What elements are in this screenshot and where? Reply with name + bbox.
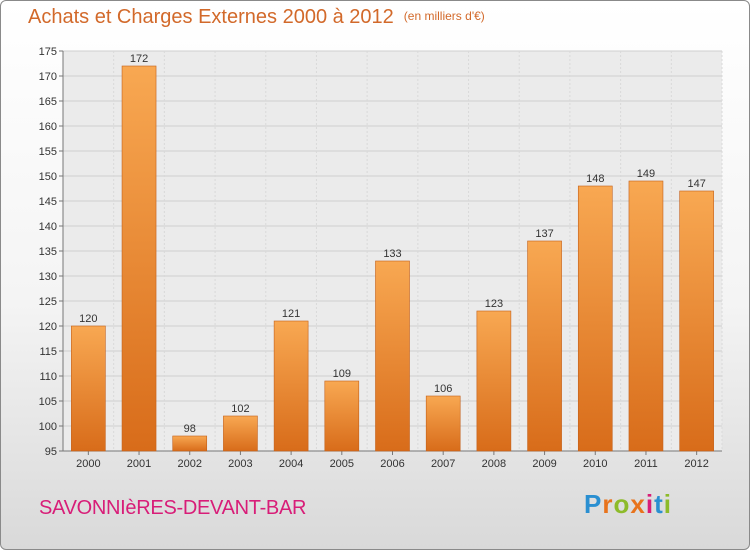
- bar: [425, 395, 461, 452]
- proxiti-logo: Proxiti: [584, 489, 672, 520]
- x-tick-label: 2009: [532, 458, 556, 470]
- logo-letter: o: [613, 489, 631, 519]
- y-tick-label: 150: [39, 171, 57, 183]
- y-tick-label: 140: [39, 221, 57, 233]
- x-tick-label: 2011: [634, 458, 658, 470]
- bar-value-label: 172: [130, 53, 148, 65]
- y-tick-label: 120: [39, 321, 57, 333]
- bar-value-label: 137: [535, 228, 553, 240]
- logo-letter: x: [630, 489, 646, 519]
- y-tick-label: 145: [39, 196, 57, 208]
- y-tick-label: 155: [39, 146, 57, 158]
- x-tick-label: 2006: [380, 458, 404, 470]
- bar-value-label: 121: [282, 308, 300, 320]
- y-tick-label: 125: [39, 296, 57, 308]
- y-tick-label: 100: [39, 421, 57, 433]
- bar-value-label: 109: [333, 368, 351, 380]
- y-tick-label: 175: [39, 46, 57, 58]
- x-tick-label: 2004: [279, 458, 303, 470]
- chart-unit: (en milliers d'€): [403, 9, 485, 23]
- logo-letter: t: [654, 489, 664, 519]
- bar: [679, 190, 714, 452]
- chart-title: Achats et Charges Externes 2000 à 2012 (e…: [28, 6, 485, 29]
- y-tick-label: 115: [39, 346, 57, 358]
- logo-letter: r: [602, 489, 614, 519]
- x-tick-label: 2001: [127, 458, 151, 470]
- bar: [324, 380, 360, 452]
- bar: [121, 65, 157, 452]
- bar-value-label: 106: [434, 383, 452, 395]
- bar: [628, 180, 664, 452]
- x-tick-label: 2010: [583, 458, 607, 470]
- bar: [375, 260, 410, 452]
- bar-value-label: 133: [383, 248, 401, 260]
- logo-letter: i: [663, 489, 672, 519]
- y-tick-label: 110: [39, 371, 57, 383]
- logo-letter: i: [645, 489, 655, 519]
- commune-name: SAVONNIèRES-DEVANT-BAR: [39, 497, 307, 519]
- chart-title-text: Achats et Charges Externes 2000 à 2012: [28, 6, 394, 28]
- bar-value-label: 149: [637, 168, 655, 180]
- labels: 95 100 105 110 115 120 125 130 135 140 145 150 155 16…: [39, 46, 709, 470]
- bar: [273, 320, 309, 452]
- x-tick-label: 2008: [482, 458, 506, 470]
- y-tick-label: 170: [39, 71, 57, 83]
- y-tick-label: 135: [39, 246, 57, 258]
- bar: [71, 325, 106, 452]
- y-tick-label: 105: [39, 396, 57, 408]
- bar: [577, 185, 613, 452]
- bar-value-label: 148: [586, 173, 604, 185]
- bar-value-label: 147: [687, 178, 705, 190]
- bar-value-label: 102: [231, 403, 249, 415]
- x-tick-label: 2005: [330, 458, 354, 470]
- x-tick-label: 2012: [684, 458, 708, 470]
- bars: [71, 65, 714, 452]
- y-tick-label: 160: [39, 121, 57, 133]
- bar: [476, 310, 512, 452]
- y-tick-label: 130: [39, 271, 57, 283]
- x-tick-label: 2000: [76, 458, 100, 470]
- x-tick-label: 2002: [177, 458, 201, 470]
- bar-value-label: 123: [485, 298, 503, 310]
- y-tick-label: 95: [45, 446, 57, 458]
- bar: [223, 415, 258, 452]
- bar-value-label: 98: [184, 423, 196, 435]
- bar: [527, 240, 562, 452]
- logo-letter: P: [584, 489, 603, 519]
- x-tick-label: 2003: [228, 458, 252, 470]
- bar: [172, 435, 208, 452]
- x-tick-label: 2007: [431, 458, 455, 470]
- bar-value-label: 120: [79, 313, 97, 325]
- y-tick-label: 165: [39, 96, 57, 108]
